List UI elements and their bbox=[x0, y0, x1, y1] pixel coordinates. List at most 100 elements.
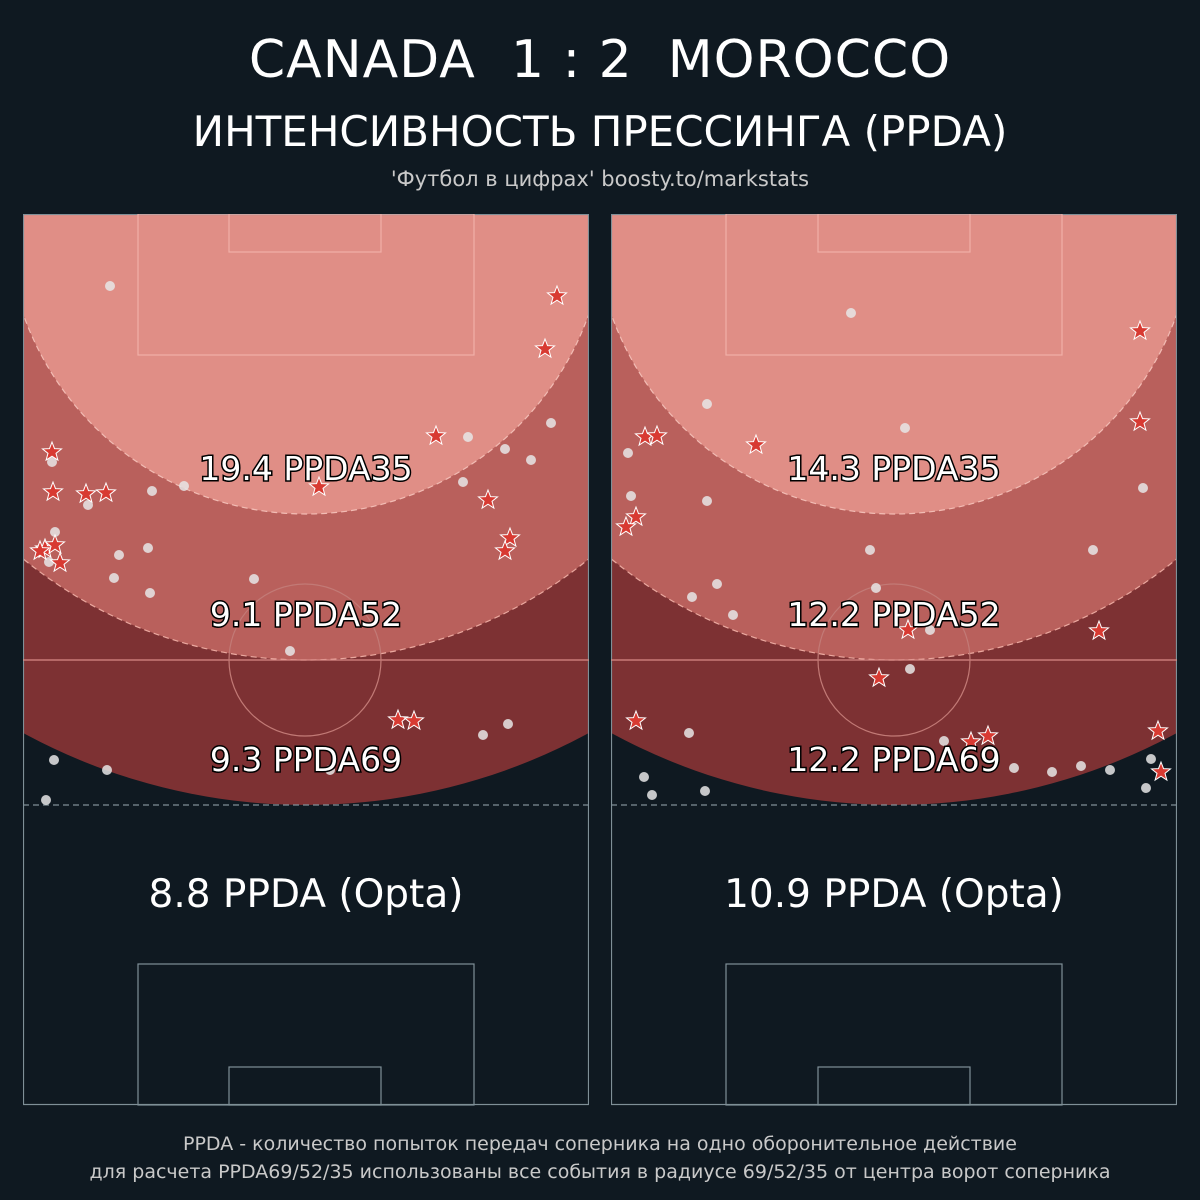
opponent-pass-dot bbox=[145, 588, 155, 598]
zone-35-left bbox=[23, 214, 589, 515]
opponent-pass-dot bbox=[1009, 763, 1019, 773]
away-team: MOROCCO bbox=[667, 30, 952, 90]
defensive-action-star bbox=[29, 539, 51, 561]
defensive-action-star bbox=[499, 526, 521, 548]
defensive-action-star bbox=[897, 618, 919, 640]
opponent-pass-dot bbox=[684, 728, 694, 738]
opponent-pass-dot bbox=[179, 481, 189, 491]
pitch-markings-left bbox=[23, 214, 589, 1106]
zones-left bbox=[23, 214, 589, 805]
opponent-pass-dot bbox=[905, 664, 915, 674]
opponent-pass-dot bbox=[49, 755, 59, 765]
opponent-pass-dot bbox=[47, 457, 57, 467]
footer-line-2: для расчета PPDA69/52/35 использованы вс… bbox=[89, 1161, 1111, 1183]
opponent-pass-dot bbox=[623, 448, 633, 458]
opponent-pass-dot bbox=[503, 719, 513, 729]
credit-line: 'Футбол в цифрах' boosty.to/markstats bbox=[390, 167, 810, 191]
home-team: CANADA bbox=[248, 30, 476, 90]
defensive-action-star bbox=[534, 337, 556, 359]
opponent-pass-dot bbox=[109, 573, 119, 583]
defensive-action-star bbox=[646, 424, 668, 446]
opponent-pass-dot bbox=[925, 625, 935, 635]
opponent-pass-dot bbox=[285, 646, 295, 656]
defensive-action-star bbox=[425, 424, 447, 446]
defensive-action-star bbox=[615, 515, 637, 537]
defensive-action-star bbox=[44, 533, 66, 555]
opponent-pass-dot bbox=[626, 491, 636, 501]
defensive-action-star bbox=[1129, 410, 1151, 432]
ppda69-label: 9.3 PPDA69 bbox=[210, 740, 402, 779]
defensive-action-star bbox=[403, 709, 425, 731]
opponent-pass-dot bbox=[546, 418, 556, 428]
defensive-action-star bbox=[41, 440, 63, 462]
opponent-pass-dot bbox=[1088, 545, 1098, 555]
opponent-pass-dot bbox=[700, 786, 710, 796]
defensive-action-star bbox=[477, 488, 499, 510]
ppda35-label: 14.3 PPDA35 bbox=[787, 449, 1000, 488]
defensive-action-star bbox=[625, 505, 647, 527]
defensive-action-star bbox=[387, 708, 409, 730]
opponent-pass-dot bbox=[463, 432, 473, 442]
opponent-pass-dot bbox=[83, 500, 93, 510]
opponent-pass-dot bbox=[1138, 483, 1148, 493]
events-left bbox=[29, 281, 568, 805]
opponent-pass-dot bbox=[687, 592, 697, 602]
defensive-action-star bbox=[1150, 760, 1172, 782]
opponent-pass-dot bbox=[702, 496, 712, 506]
defensive-action-star bbox=[49, 551, 71, 573]
opponent-pass-dot bbox=[478, 730, 488, 740]
opponent-pass-dot bbox=[1146, 754, 1156, 764]
defensive-action-star bbox=[494, 539, 516, 561]
opponent-pass-dot bbox=[702, 399, 712, 409]
defensive-action-star bbox=[546, 284, 568, 306]
opponent-pass-dot bbox=[712, 579, 722, 589]
defensive-action-star bbox=[308, 475, 330, 497]
opponent-pass-dot bbox=[102, 765, 112, 775]
defensive-action-star bbox=[960, 730, 982, 752]
defensive-action-star bbox=[1147, 719, 1169, 741]
opponent-pass-dot bbox=[1105, 765, 1115, 775]
opponent-pass-dot bbox=[41, 795, 51, 805]
opponent-pass-dot bbox=[1141, 783, 1151, 793]
defensive-action-star bbox=[745, 433, 767, 455]
defensive-action-star bbox=[95, 481, 117, 503]
defensive-action-star bbox=[42, 480, 64, 502]
opponent-pass-dot bbox=[900, 423, 910, 433]
opponent-pass-dot bbox=[647, 790, 657, 800]
opponent-pass-dot bbox=[871, 583, 881, 593]
defensive-action-star bbox=[977, 724, 999, 746]
ppda-opta-label: 8.8 PPDA (Opta) bbox=[149, 872, 464, 917]
opponent-pass-dot bbox=[500, 444, 510, 454]
opponent-pass-dot bbox=[114, 550, 124, 560]
opponent-pass-dot bbox=[147, 486, 157, 496]
opponent-pass-dot bbox=[1047, 767, 1057, 777]
zones-right bbox=[611, 214, 1177, 805]
opponent-pass-dot bbox=[639, 772, 649, 782]
defensive-action-star bbox=[1129, 319, 1151, 341]
opponent-pass-dot bbox=[458, 477, 468, 487]
opponent-pass-dot bbox=[249, 574, 259, 584]
ppda52-label: 9.1 PPDA52 bbox=[210, 595, 402, 634]
pitch-panel-left: 19.4 PPDA35 9.1 PPDA52 9.3 PPDA69 8.8 PP… bbox=[23, 214, 589, 1106]
match-score: 1 : 2 bbox=[510, 30, 633, 90]
events-right bbox=[615, 308, 1172, 800]
opponent-pass-dot bbox=[865, 545, 875, 555]
opponent-pass-dot bbox=[50, 527, 60, 537]
match-title: CANADA 1 : 2 MOROCCO bbox=[0, 28, 1200, 92]
ppda69-label: 12.2 PPDA69 bbox=[787, 740, 1000, 779]
opponent-pass-dot bbox=[939, 736, 949, 746]
ppda35-label: 19.4 PPDA35 bbox=[199, 449, 412, 488]
opponent-pass-dot bbox=[143, 543, 153, 553]
pitch-panel-right: 14.3 PPDA35 12.2 PPDA52 12.2 PPDA69 10.9… bbox=[611, 214, 1177, 1106]
opponent-pass-dot bbox=[325, 765, 335, 775]
footer-notes: PPDA - количество попыток передач соперн… bbox=[0, 1130, 1200, 1186]
opponent-pass-dot bbox=[1076, 761, 1086, 771]
zone-35-right bbox=[611, 214, 1177, 515]
opponent-pass-dot bbox=[105, 281, 115, 291]
ppda52-label: 12.2 PPDA52 bbox=[787, 595, 1000, 634]
opponent-pass-dot bbox=[846, 308, 856, 318]
defensive-action-star bbox=[625, 709, 647, 731]
opponent-pass-dot bbox=[526, 455, 536, 465]
chart-subtitle: ИНТЕНСИВНОСТЬ ПРЕССИНГА (PPDA) bbox=[192, 107, 1008, 156]
opponent-pass-dot bbox=[728, 610, 738, 620]
